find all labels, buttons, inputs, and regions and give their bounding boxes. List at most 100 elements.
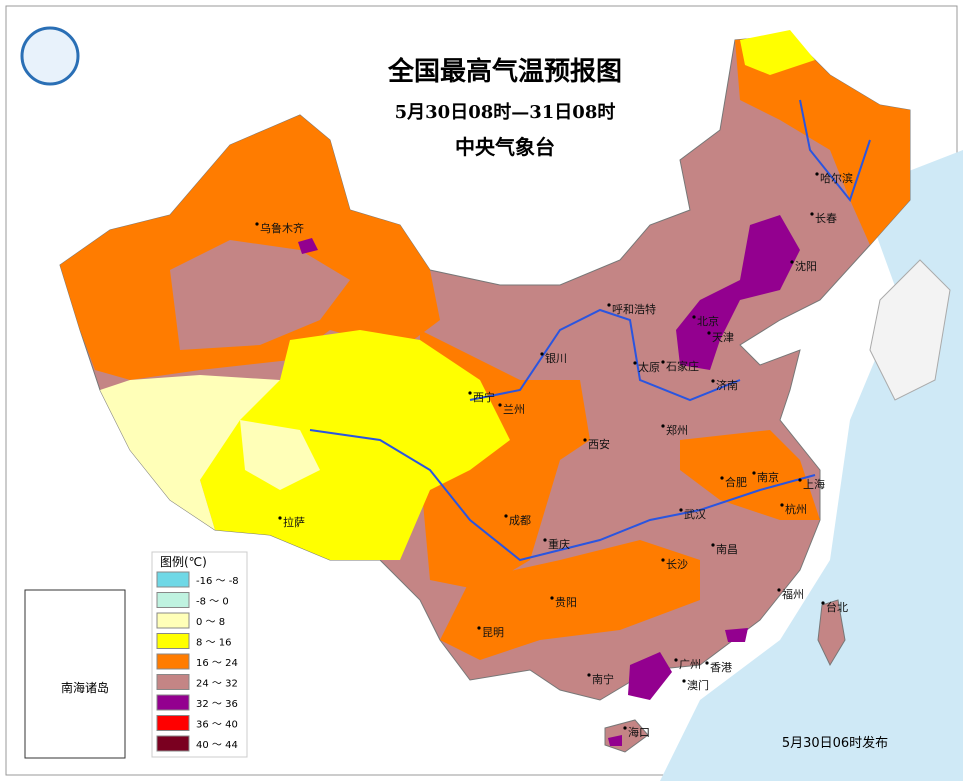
river: [309, 429, 816, 562]
legend-label: 40 ～ 44: [196, 740, 238, 751]
city-label: 拉萨: [283, 515, 305, 529]
inset-label: 南海诸岛: [61, 680, 109, 695]
city-label: 沈阳: [795, 259, 817, 273]
legend-swatch: [156, 735, 190, 752]
taiwan: [817, 599, 846, 667]
city-dot: [543, 538, 547, 542]
zone-24-32: [170, 240, 350, 350]
city-label: 兰州: [503, 403, 525, 416]
city-label: 济南: [716, 378, 738, 392]
inset-frame: [24, 589, 126, 759]
legend-swatch: [156, 592, 190, 608]
city-label: 西宁: [473, 390, 495, 404]
city-label: 台北: [826, 600, 848, 614]
zone-0-8: [240, 420, 320, 490]
city-label: 郑州: [666, 423, 688, 437]
river: [469, 308, 741, 402]
city-label: 呼和浩特: [612, 302, 656, 316]
city-label: 长沙: [666, 558, 688, 571]
city-dot: [720, 476, 724, 480]
city-label: 南宁: [592, 672, 614, 686]
city-label: 天津: [712, 331, 734, 344]
city-dot: [780, 503, 784, 507]
city-dot: [815, 172, 819, 176]
legend-label: -16 ～ -8: [196, 576, 239, 587]
subtitle: 5月30日08时—31日08时: [395, 102, 616, 123]
city-label: 海口: [628, 725, 650, 739]
city-dot: [711, 543, 715, 547]
city-dot: [477, 626, 481, 630]
legend-swatch: [156, 674, 190, 690]
city-dot: [752, 471, 756, 475]
city-dot: [633, 361, 637, 365]
city-label: 南京: [757, 470, 779, 484]
city-dot: [692, 315, 696, 319]
issuer: 中央气象台: [455, 135, 555, 159]
city-dot: [707, 331, 711, 335]
legend-label: 24 ～ 32: [196, 679, 238, 690]
city-dot: [682, 679, 686, 683]
city-label: 银川: [545, 351, 567, 365]
city-dot: [798, 478, 802, 482]
korea: [869, 259, 951, 401]
legend-label: 36 ～ 40: [196, 720, 238, 731]
city-label: 福州: [782, 587, 804, 601]
zone-32-36: [608, 735, 622, 746]
zone-16-24: [440, 540, 700, 660]
city-dot: [607, 303, 611, 307]
sea: [660, 150, 963, 781]
zone-32-36: [628, 652, 672, 700]
city-label: 广州: [679, 658, 701, 671]
title: 全国最高气温预报图: [387, 56, 622, 87]
city-dot: [777, 588, 781, 592]
city-dot: [790, 260, 794, 264]
zone-8-16: [200, 330, 510, 560]
legend-swatch: [156, 694, 190, 711]
city-dot: [810, 212, 814, 216]
city-dot: [504, 514, 508, 518]
city-dot: [674, 658, 678, 662]
city-label: 昆明: [482, 626, 504, 639]
city-dot: [583, 438, 587, 442]
zone-8-16: [740, 30, 815, 75]
city-dot: [540, 352, 544, 356]
zone-32-36: [298, 238, 318, 254]
city-dot: [278, 516, 282, 520]
city-label: 香港: [710, 661, 732, 674]
city-label: 合肥: [725, 475, 747, 489]
zone-32-36: [725, 628, 748, 642]
city-dot: [705, 661, 709, 665]
city-label: 武汉: [684, 508, 706, 521]
city-label: 澳门: [687, 678, 709, 692]
city-dot: [661, 424, 665, 428]
logo: [20, 26, 80, 86]
city-label: 石家庄: [666, 359, 699, 373]
city-label: 南昌: [716, 543, 738, 556]
legend-swatch: [156, 653, 190, 670]
city-label: 贵阳: [555, 596, 577, 609]
city-label: 重庆: [548, 537, 570, 551]
city-label: 长春: [815, 212, 837, 225]
zone-16-24: [735, 35, 910, 245]
city-label: 成都: [509, 514, 531, 527]
city-label: 杭州: [785, 502, 807, 516]
legend-label: 32 ～ 36: [196, 699, 238, 710]
legend: 图例(℃) -16 ～ -8 -8 ～ 0 0 ～ 8 8 ～ 16 16 ～ 24 24…: [151, 551, 248, 758]
city-dot: [623, 726, 627, 730]
city-dot: [679, 508, 683, 512]
river: [799, 99, 871, 203]
legend-label: 8 ～ 16: [196, 638, 231, 649]
city-dot: [661, 558, 665, 562]
legend-swatch: [156, 715, 190, 731]
legend-label: 0 ～ 8: [196, 617, 225, 628]
city-dot: [711, 379, 715, 383]
legend-title: 图例(℃): [160, 555, 207, 569]
city-dot: [821, 601, 825, 605]
legend-swatch: [156, 633, 190, 649]
issued-note: 5月30日06时发布: [782, 735, 888, 751]
city-dot: [550, 596, 554, 600]
legend-swatch: [156, 612, 190, 629]
city-dot: [468, 391, 472, 395]
